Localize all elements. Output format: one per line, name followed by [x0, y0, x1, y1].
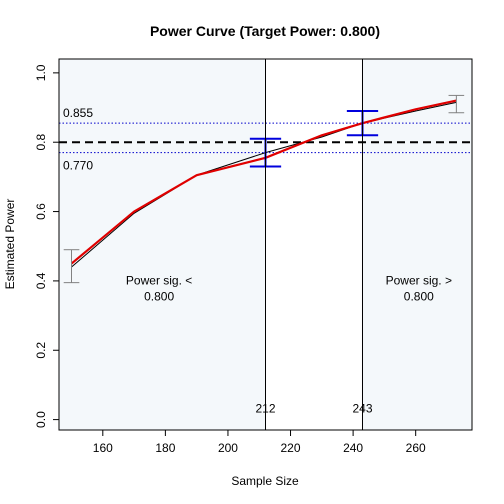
vertical-lines — [265, 59, 363, 430]
y-tick-label-5: 1.0 — [34, 64, 48, 81]
y-tick-label-1: 0.2 — [34, 342, 48, 359]
x-axis-title: Sample Size — [231, 474, 299, 488]
y-tick-label-4: 0.8 — [34, 134, 48, 151]
ci-upper-label: 0.855 — [63, 106, 93, 120]
series-line-red — [70, 99, 457, 265]
chart-title: Power Curve (Target Power: 0.800) — [150, 23, 380, 39]
y-axis-title: Estimated Power — [3, 199, 17, 290]
x-tick-label-3: 220 — [281, 441, 301, 455]
series-line-black — [71, 101, 457, 268]
series-lines — [70, 99, 457, 268]
shaded-region-1 — [362, 59, 472, 430]
region-label-0-line-0: Power sig. < — [126, 273, 192, 287]
axes: 160 180 200 220 240 260 0.0 0.2 0.4 0.6 0.8 1.0 — [34, 64, 426, 455]
vline-label-0: 212 — [255, 402, 275, 416]
x-tick-label-0: 160 — [93, 441, 113, 455]
x-tick-label-2: 200 — [218, 441, 238, 455]
region-label-1-line-1: 0.800 — [404, 289, 434, 303]
annotations: 212 243 0.855 0.770 Power sig. < 0.800 Power s… — [63, 106, 452, 416]
region-label-1-line-0: Power sig. > — [386, 273, 452, 287]
x-tick-label-4: 240 — [343, 441, 363, 455]
y-tick-label-0: 0.0 — [34, 411, 48, 428]
x-tick-label-5: 260 — [406, 441, 426, 455]
y-tick-label-2: 0.4 — [34, 272, 48, 289]
x-tick-label-1: 180 — [155, 441, 175, 455]
region-label-0-line-1: 0.800 — [144, 289, 174, 303]
vline-label-1: 243 — [352, 402, 372, 416]
ci-lower-label: 0.770 — [63, 159, 93, 173]
y-tick-label-3: 0.6 — [34, 203, 48, 220]
shaded-regions — [59, 59, 472, 430]
plot-frame — [58, 58, 473, 431]
